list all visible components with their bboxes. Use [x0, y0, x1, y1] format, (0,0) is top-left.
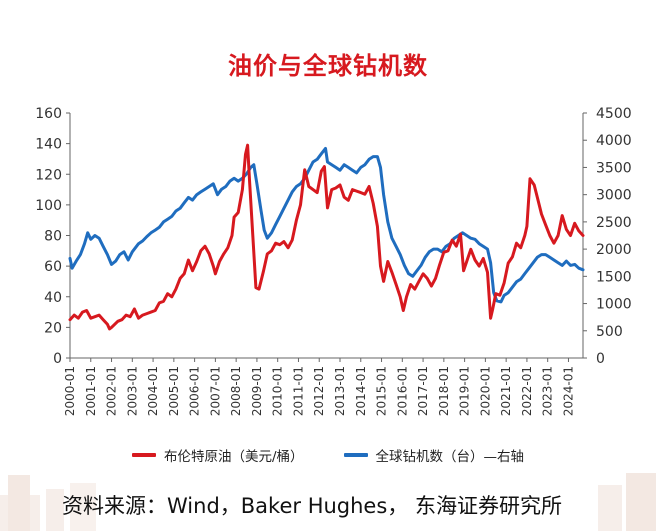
series-line-rigs [68, 146, 585, 304]
y-right-tick-label: 3500 [596, 160, 632, 176]
legend-label-rigs: 全球钻机数（台）—右轴 [375, 449, 525, 465]
y-left-tick-label: 40 [44, 290, 62, 306]
y-right-tick-label: 500 [596, 324, 623, 340]
y-left-tick-label: 140 [35, 137, 62, 153]
y-left-tick-label: 0 [53, 351, 62, 367]
y-right-tick-label: 1000 [596, 297, 632, 313]
x-tick-label: 2012-01 [312, 366, 326, 416]
x-tick-label: 2017-01 [416, 366, 430, 416]
series-layer [68, 143, 585, 331]
x-tick-label: 2005-01 [167, 366, 181, 416]
x-tick-label: 2024-01 [561, 366, 575, 416]
y-left-tick-label: 160 [35, 106, 62, 122]
legend-swatch-brent [131, 453, 156, 457]
chart-axes: 0 20 40 60 80 100 120 140 160 0 500 1000 1500 2000 250… [35, 106, 631, 416]
x-tick-label: 2008-01 [229, 366, 243, 416]
y-left-tick-label: 20 [44, 320, 62, 336]
x-tick-label: 2013-01 [333, 366, 347, 416]
x-tick-label: 2011-01 [291, 366, 305, 416]
y-left-tick-label: 80 [44, 229, 62, 245]
x-tick-label: 2006-01 [188, 366, 202, 416]
x-tick-label: 2014-01 [354, 366, 368, 416]
x-tick-label: 2009-01 [250, 366, 264, 416]
x-tick-label: 2019-01 [458, 366, 472, 416]
y-right-tick-label: 2000 [596, 242, 632, 258]
x-tick-label: 2000-01 [63, 366, 77, 416]
y-left-tick-label: 100 [35, 198, 62, 214]
x-tick-label: 2003-01 [125, 366, 139, 416]
y-right-tick-label: 4500 [596, 106, 632, 122]
y-right-tick-label: 1500 [596, 269, 632, 285]
x-tick-label: 2016-01 [395, 366, 409, 416]
x-tick-label: 2018-01 [437, 366, 451, 416]
x-tick-label: 2001-01 [84, 366, 98, 416]
x-tick-label: 2020-01 [478, 366, 492, 416]
chart-canvas: 0 20 40 60 80 100 120 140 160 0 500 1000 1500 2000 250… [35, 106, 631, 416]
legend-item-rigs: 全球钻机数（台）—右轴 [343, 445, 525, 465]
legend-swatch-rigs [343, 453, 368, 457]
series-line-brent [68, 143, 585, 331]
y-right-tick-label: 2500 [596, 215, 632, 231]
x-tick-label: 2007-01 [208, 366, 222, 416]
y-right-tick-label: 4000 [596, 133, 632, 149]
x-tick-label: 2002-01 [105, 366, 119, 416]
y-right-tick-label: 3000 [596, 188, 632, 204]
chart-title: 油价与全球钻机数 [228, 52, 428, 80]
legend: 布伦特原油（美元/桶） 全球钻机数（台）—右轴 [0, 443, 656, 467]
legend-item-brent: 布伦特原油（美元/桶） [131, 445, 304, 465]
y-left-tick-label: 60 [44, 259, 62, 275]
x-tick-label: 2023-01 [541, 366, 555, 416]
legend-label-brent: 布伦特原油（美元/桶） [163, 449, 304, 465]
background-watermark-skyline [0, 473, 656, 531]
x-tick-label: 2004-01 [146, 366, 160, 416]
y-right-tick-label: 0 [596, 351, 605, 367]
x-tick-label: 2015-01 [375, 366, 389, 416]
x-tick-label: 2022-01 [520, 366, 534, 416]
y-left-tick-label: 120 [35, 167, 62, 183]
x-tick-label: 2021-01 [499, 366, 513, 416]
source-note: 资料来源：Wind，Baker Hughes， 东海证券研究所 [62, 494, 562, 518]
x-tick-label: 2010-01 [271, 366, 285, 416]
